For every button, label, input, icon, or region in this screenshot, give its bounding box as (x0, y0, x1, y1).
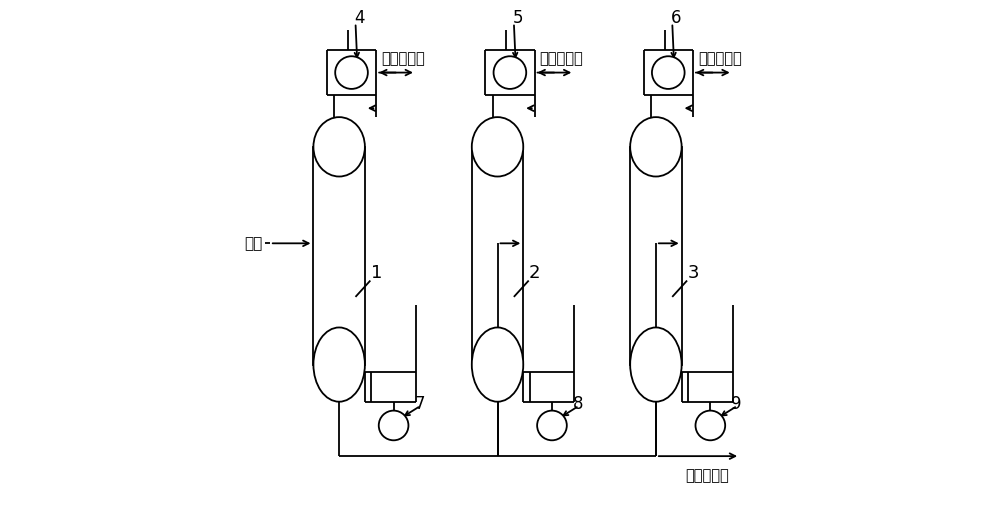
Text: 2: 2 (529, 264, 540, 282)
Bar (472, 147, 523, 365)
Text: 原料: 原料 (244, 236, 262, 251)
Circle shape (494, 56, 526, 89)
Ellipse shape (630, 117, 682, 176)
Circle shape (652, 56, 685, 89)
Ellipse shape (313, 328, 365, 401)
Text: 正十五烷烃: 正十五烷烃 (698, 51, 742, 66)
Text: 3: 3 (687, 264, 699, 282)
Bar (630, 147, 682, 365)
Text: 6: 6 (671, 8, 681, 27)
Text: 8: 8 (573, 395, 583, 413)
Text: 正十四烷烃: 正十四烷烃 (540, 51, 583, 66)
Ellipse shape (472, 117, 523, 176)
Circle shape (379, 411, 408, 440)
Text: 9: 9 (731, 395, 742, 413)
Ellipse shape (313, 117, 365, 176)
Circle shape (695, 411, 725, 440)
Text: 正十六烷烃: 正十六烷烃 (686, 469, 729, 484)
Text: 7: 7 (414, 395, 425, 413)
Text: 1: 1 (371, 264, 382, 282)
Bar (313, 147, 365, 365)
Text: 5: 5 (512, 8, 523, 27)
Circle shape (335, 56, 368, 89)
Text: 正十三烷烃: 正十三烷烃 (381, 51, 425, 66)
Ellipse shape (472, 328, 523, 401)
Text: 4: 4 (354, 8, 364, 27)
Circle shape (537, 411, 567, 440)
Ellipse shape (630, 328, 682, 401)
